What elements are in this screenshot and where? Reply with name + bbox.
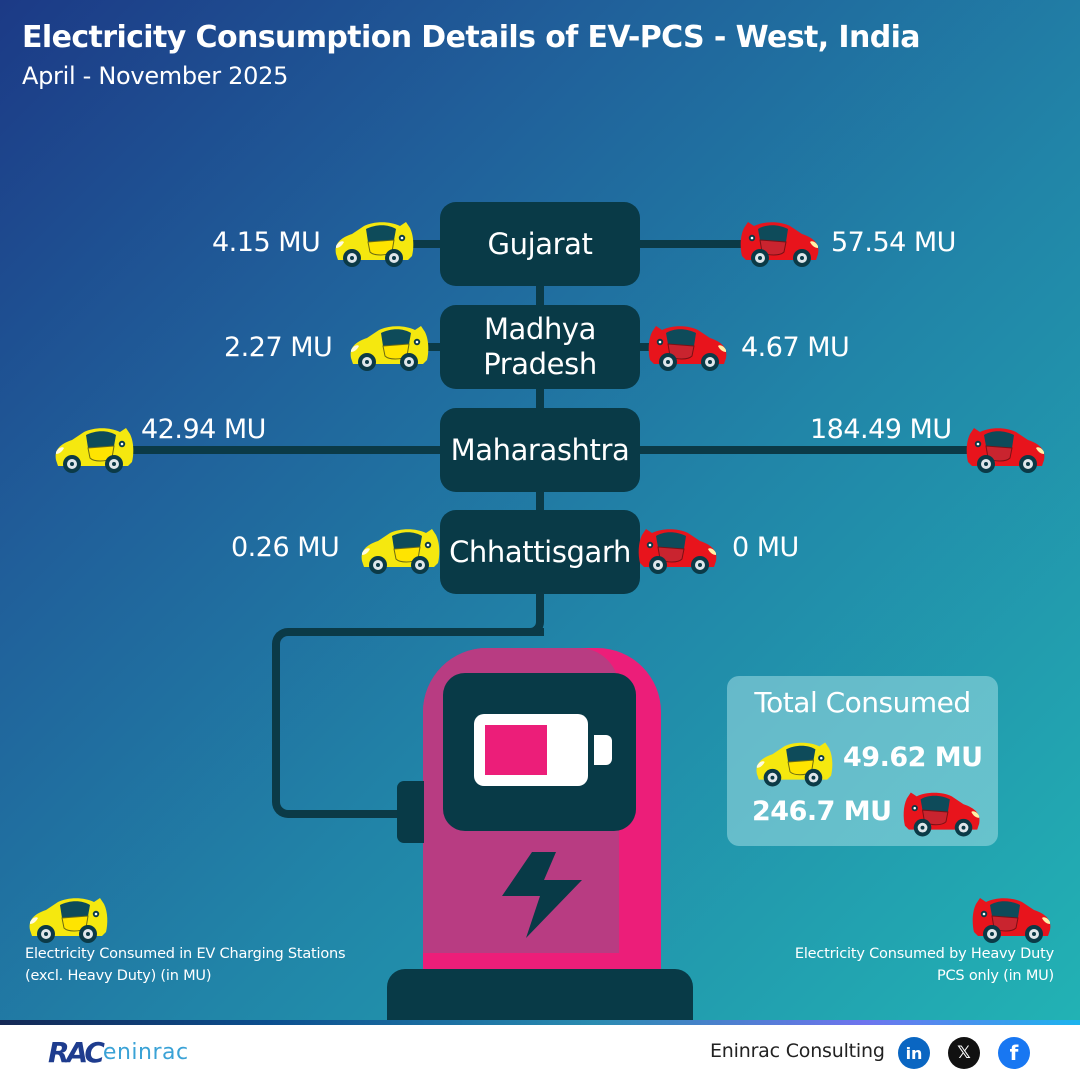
- total-heavy-duty-value: 246.7 MU: [752, 796, 892, 827]
- red-car-icon: [966, 424, 1050, 476]
- state-label: Gujarat: [487, 226, 593, 261]
- state-label-line2: Pradesh: [483, 347, 597, 381]
- mp-left-connector: [425, 343, 442, 351]
- facebook-icon[interactable]: f: [998, 1037, 1030, 1069]
- battery-level: [485, 725, 547, 775]
- charger-base: [387, 969, 693, 1020]
- state-label: Chhattisgarh: [449, 534, 631, 569]
- state-label: Maharashtra: [450, 432, 630, 467]
- battery-terminal: [594, 735, 612, 765]
- maharashtra-ev-pcs-value: 42.94 MU: [141, 414, 266, 445]
- maharashtra-right-connector: [638, 446, 978, 454]
- page-subtitle: April - November 2025: [22, 62, 289, 90]
- total-ev-pcs-value: 49.62 MU: [843, 742, 983, 773]
- red-car-icon: [638, 525, 722, 577]
- yellow-car-icon: [356, 525, 440, 577]
- page-title: Electricity Consumption Details of EV-PC…: [22, 20, 921, 55]
- red-car-icon: [740, 218, 824, 270]
- legend-yellow-car-icon: [24, 894, 108, 946]
- legend-red-car-icon: [972, 894, 1056, 946]
- footer-divider: [0, 1020, 1080, 1025]
- x-icon[interactable]: 𝕏: [948, 1037, 980, 1069]
- charger-plug: [397, 781, 424, 843]
- linkedin-icon[interactable]: in: [898, 1037, 930, 1069]
- red-car-icon: [903, 788, 985, 840]
- gujarat-right-connector: [638, 240, 748, 248]
- state-node-gujarat: Gujarat: [440, 202, 640, 286]
- gujarat-ev-pcs-value: 4.15 MU: [212, 227, 321, 258]
- total-title: Total Consumed: [754, 686, 971, 719]
- chhattisgarh-heavy-duty-value: 0 MU: [732, 532, 799, 563]
- chhattisgarh-ev-pcs-value: 0.26 MU: [231, 532, 340, 563]
- lightning-bolt-icon: [502, 852, 582, 938]
- mp-ev-pcs-value: 2.27 MU: [224, 332, 333, 363]
- total-consumed-card: Total Consumed 49.62 MU 246.7 MU: [727, 676, 998, 846]
- maharashtra-heavy-duty-value: 184.49 MU: [810, 414, 952, 445]
- logo-text: eninrac: [102, 1039, 189, 1065]
- yellow-car-icon: [330, 218, 414, 270]
- brand-name: Eninrac Consulting: [710, 1040, 885, 1062]
- gujarat-heavy-duty-value: 57.54 MU: [831, 227, 956, 258]
- yellow-car-icon: [50, 424, 134, 476]
- legend-heavy-duty: Electricity Consumed by Heavy Duty PCS o…: [794, 946, 1054, 984]
- red-car-icon: [648, 322, 732, 374]
- legend-ev-pcs: Electricity Consumed in EV Charging Stat…: [25, 946, 346, 984]
- yellow-car-icon: [751, 738, 833, 790]
- state-node-maharashtra: Maharashtra: [440, 408, 640, 492]
- mp-heavy-duty-value: 4.67 MU: [741, 332, 850, 363]
- gujarat-left-connector: [410, 240, 442, 248]
- infographic-canvas: Electricity Consumption Details of EV-PC…: [0, 0, 1080, 1020]
- cable-top-corner: [508, 596, 544, 636]
- eninrac-logo: RAC eninrac: [48, 1035, 189, 1069]
- maharashtra-left-connector: [120, 446, 442, 454]
- yellow-car-icon: [345, 322, 429, 374]
- state-node-chhattisgarh: Chhattisgarh: [440, 510, 640, 594]
- logo-rac: RAC: [48, 1035, 105, 1069]
- state-label-line1: Madhya: [483, 312, 597, 347]
- state-node-madhya-pradesh: Madhya Pradesh: [440, 305, 640, 389]
- mp-right-connector: [638, 343, 655, 351]
